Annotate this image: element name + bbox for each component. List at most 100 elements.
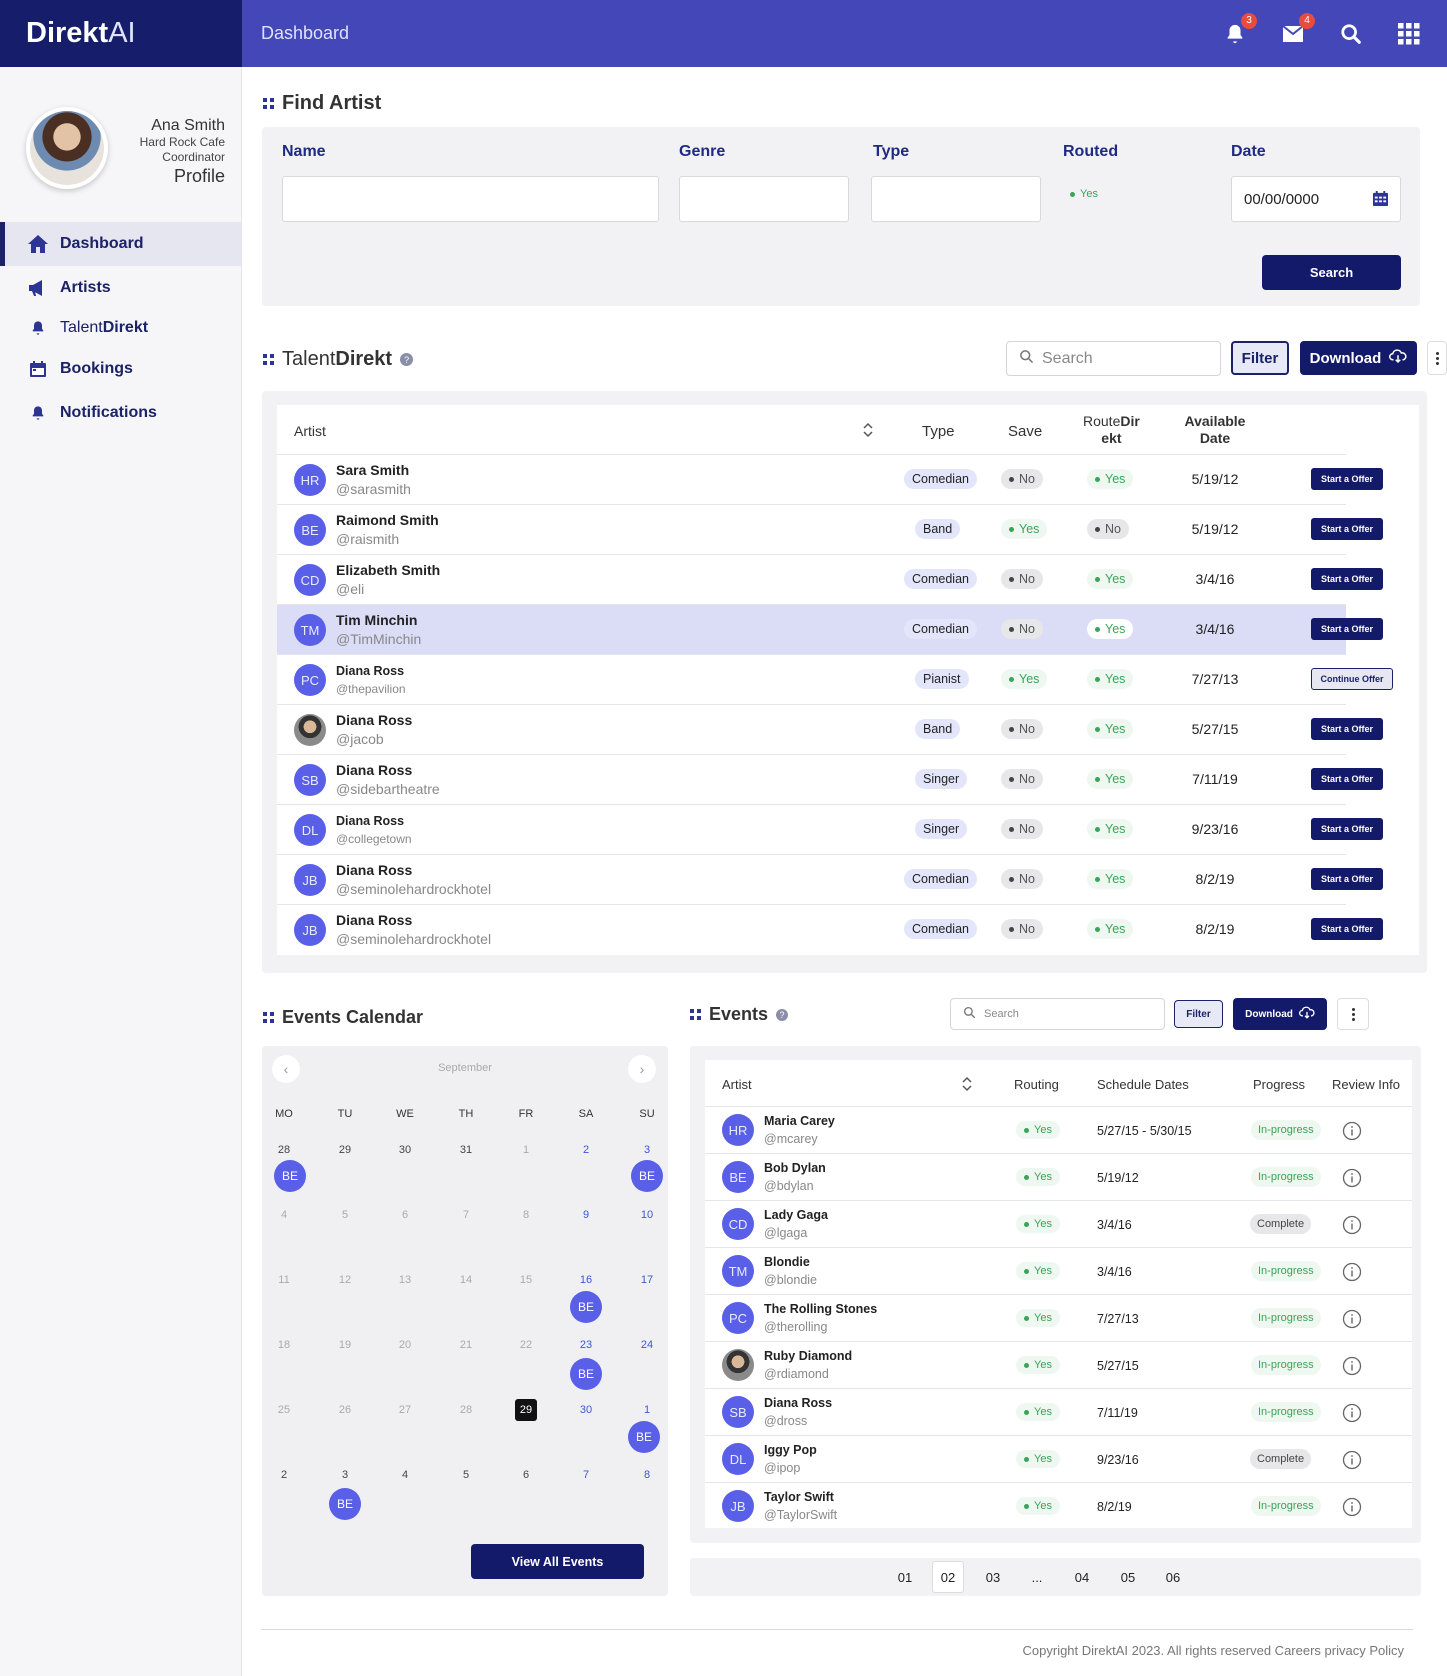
calendar-day[interactable]: 9	[582, 1209, 590, 1221]
table-row[interactable]: SB Diana Ross @dross Yes 7/11/19 In-progress	[705, 1388, 1412, 1435]
sort-icon[interactable]	[961, 1075, 973, 1098]
sidebar-item-dashboard[interactable]: Dashboard	[0, 222, 241, 266]
artist-name[interactable]: Lady Gaga	[764, 1208, 828, 1222]
date-input[interactable]: 00/00/0000	[1231, 176, 1401, 222]
notifications-bell-icon[interactable]: 3	[1223, 12, 1257, 46]
table-row[interactable]: TM Blondie @blondie Yes 3/4/16 In-progress	[705, 1247, 1412, 1294]
profile-link[interactable]: Profile	[173, 166, 225, 186]
calendar-today[interactable]: 29	[515, 1399, 537, 1421]
start-offer-button[interactable]: Start a Offer	[1311, 618, 1383, 640]
calendar-day[interactable]: 23	[579, 1339, 593, 1351]
save-toggle[interactable]: No	[1001, 719, 1043, 739]
table-row[interactable]: HR Maria Carey @mcarey Yes 5/27/15 - 5/30/15…	[705, 1106, 1412, 1153]
table-row[interactable]: PC Diana Ross @thepavilion Pianist Yes Yes 7/2…	[277, 654, 1393, 704]
artist-name[interactable]: Raimond Smith	[336, 512, 439, 528]
calendar-day[interactable]: 3	[643, 1144, 651, 1156]
view-all-events-button[interactable]: View All Events	[471, 1544, 644, 1579]
calendar-day[interactable]: 7	[462, 1209, 470, 1221]
calendar-event-badge[interactable]: BE	[274, 1160, 306, 1192]
info-icon[interactable]	[1342, 1403, 1362, 1423]
artist-name[interactable]: Diana Ross	[336, 912, 413, 928]
sort-icon[interactable]	[862, 421, 874, 444]
start-offer-button[interactable]: Start a Offer	[1311, 868, 1383, 890]
table-row[interactable]: JB Diana Ross @seminolehardrockhotel Comedi…	[277, 904, 1383, 954]
calendar-day[interactable]: 1	[643, 1404, 651, 1416]
info-icon[interactable]	[1342, 1262, 1362, 1282]
table-row[interactable]: BE Bob Dylan @bdylan Yes 5/19/12 In-progress	[705, 1153, 1412, 1200]
save-toggle[interactable]: No	[1001, 869, 1043, 889]
artist-name[interactable]: Taylor Swift	[764, 1490, 834, 1504]
apps-grid-icon[interactable]	[1397, 22, 1421, 46]
info-icon[interactable]	[1342, 1168, 1362, 1188]
col-artist[interactable]: Artist	[294, 423, 326, 439]
artist-name[interactable]: Sara Smith	[336, 462, 410, 478]
help-icon[interactable]: ?	[400, 353, 414, 366]
page-02[interactable]: 02	[932, 1561, 964, 1593]
calendar-day[interactable]: 2	[582, 1144, 590, 1156]
table-row[interactable]: Diana Ross @jacob Band No Yes 5/27/15 Start a …	[277, 704, 1383, 754]
name-input[interactable]	[282, 176, 659, 222]
calendar-day[interactable]: 18	[277, 1339, 291, 1351]
save-toggle[interactable]: No	[1001, 619, 1043, 639]
table-row[interactable]: CD Lady Gaga @lgaga Yes 3/4/16 Complete	[705, 1200, 1412, 1247]
page-01[interactable]: 01	[897, 1569, 913, 1585]
calendar-event-badge[interactable]: BE	[628, 1421, 660, 1453]
table-row[interactable]: DL Diana Ross @collegetown Singer No Yes 9/23/…	[277, 804, 1383, 854]
next-month-icon[interactable]: ›	[628, 1055, 656, 1083]
calendar-day[interactable]: 19	[338, 1339, 352, 1351]
table-row[interactable]: PC The Rolling Stones @therolling Yes 7/27/1…	[705, 1294, 1412, 1341]
calendar-day[interactable]: 4	[280, 1209, 288, 1221]
events-search-input[interactable]: Search	[950, 998, 1165, 1030]
info-icon[interactable]	[1342, 1309, 1362, 1329]
start-offer-button[interactable]: Start a Offer	[1311, 918, 1383, 940]
table-row[interactable]: DL Iggy Pop @ipop Yes 9/23/16 Complete	[705, 1435, 1412, 1482]
calendar-day[interactable]: 22	[519, 1339, 533, 1351]
calendar-day[interactable]: 17	[640, 1274, 654, 1286]
calendar-day[interactable]: 1	[522, 1144, 530, 1156]
calendar-day[interactable]: 27	[398, 1404, 412, 1416]
routed-toggle[interactable]: Yes	[1070, 188, 1098, 200]
start-offer-button[interactable]: Start a Offer	[1311, 568, 1383, 590]
table-row[interactable]: TM Tim Minchin @TimMinchin Comedian No Yes 3/4…	[277, 604, 1383, 654]
brand-logo[interactable]: Direkt AI	[0, 0, 242, 67]
table-row[interactable]: BE Raimond Smith @raismith Band Yes No 5/19/12…	[277, 504, 1383, 554]
calendar-day[interactable]: 2	[280, 1469, 288, 1481]
calendar-event-badge[interactable]: BE	[570, 1358, 602, 1390]
save-toggle[interactable]: Yes	[1001, 519, 1048, 539]
info-icon[interactable]	[1342, 1121, 1362, 1141]
artist-name[interactable]: Elizabeth Smith	[336, 562, 441, 578]
profile-avatar[interactable]	[26, 107, 108, 189]
page-03[interactable]: 03	[985, 1569, 1001, 1585]
calendar-icon[interactable]	[1373, 191, 1388, 210]
info-icon[interactable]	[1342, 1356, 1362, 1376]
calendar-day[interactable]: 5	[462, 1469, 470, 1481]
start-offer-button[interactable]: Start a Offer	[1311, 768, 1383, 790]
calendar-day[interactable]: 26	[338, 1404, 352, 1416]
page-04[interactable]: 04	[1074, 1569, 1090, 1585]
table-row[interactable]: HR Sara Smith @sarasmith Comedian No Yes 5/19/…	[277, 454, 1383, 504]
events-col-artist[interactable]: Artist	[722, 1077, 752, 1092]
artist-name[interactable]: Diana Ross	[336, 762, 413, 778]
page-05[interactable]: 05	[1120, 1569, 1136, 1585]
table-row[interactable]: JB Taylor Swift @TaylorSwift Yes 8/2/19 In-pr…	[705, 1482, 1412, 1529]
events-download-button[interactable]: Download	[1233, 998, 1327, 1030]
calendar-day[interactable]: 25	[277, 1404, 291, 1416]
start-offer-button[interactable]: Start a Offer	[1311, 518, 1383, 540]
sidebar-item-bookings[interactable]: Bookings	[0, 347, 241, 391]
sidebar-item-artists[interactable]: Artists	[0, 266, 241, 310]
calendar-day[interactable]: 15	[519, 1274, 533, 1286]
table-row[interactable]: CD Elizabeth Smith @eli Comedian No Yes 3/4/16…	[277, 554, 1383, 604]
calendar-day[interactable]: 29	[338, 1144, 352, 1156]
table-row[interactable]: Ruby Diamond @rdiamond Yes 5/27/15 In-progre…	[705, 1341, 1412, 1388]
search-icon[interactable]	[1339, 22, 1363, 46]
save-toggle[interactable]: No	[1001, 919, 1043, 939]
calendar-day[interactable]: 8	[643, 1469, 651, 1481]
talent-search-input[interactable]: Search	[1006, 341, 1221, 376]
artist-name[interactable]: Diana Ross	[336, 862, 413, 878]
info-icon[interactable]	[1342, 1450, 1362, 1470]
events-more-icon[interactable]	[1337, 998, 1369, 1030]
genre-input[interactable]	[679, 176, 849, 222]
artist-name[interactable]: Diana Ross	[336, 712, 413, 728]
calendar-day[interactable]: 16	[579, 1274, 593, 1286]
calendar-event-badge[interactable]: BE	[631, 1160, 663, 1192]
